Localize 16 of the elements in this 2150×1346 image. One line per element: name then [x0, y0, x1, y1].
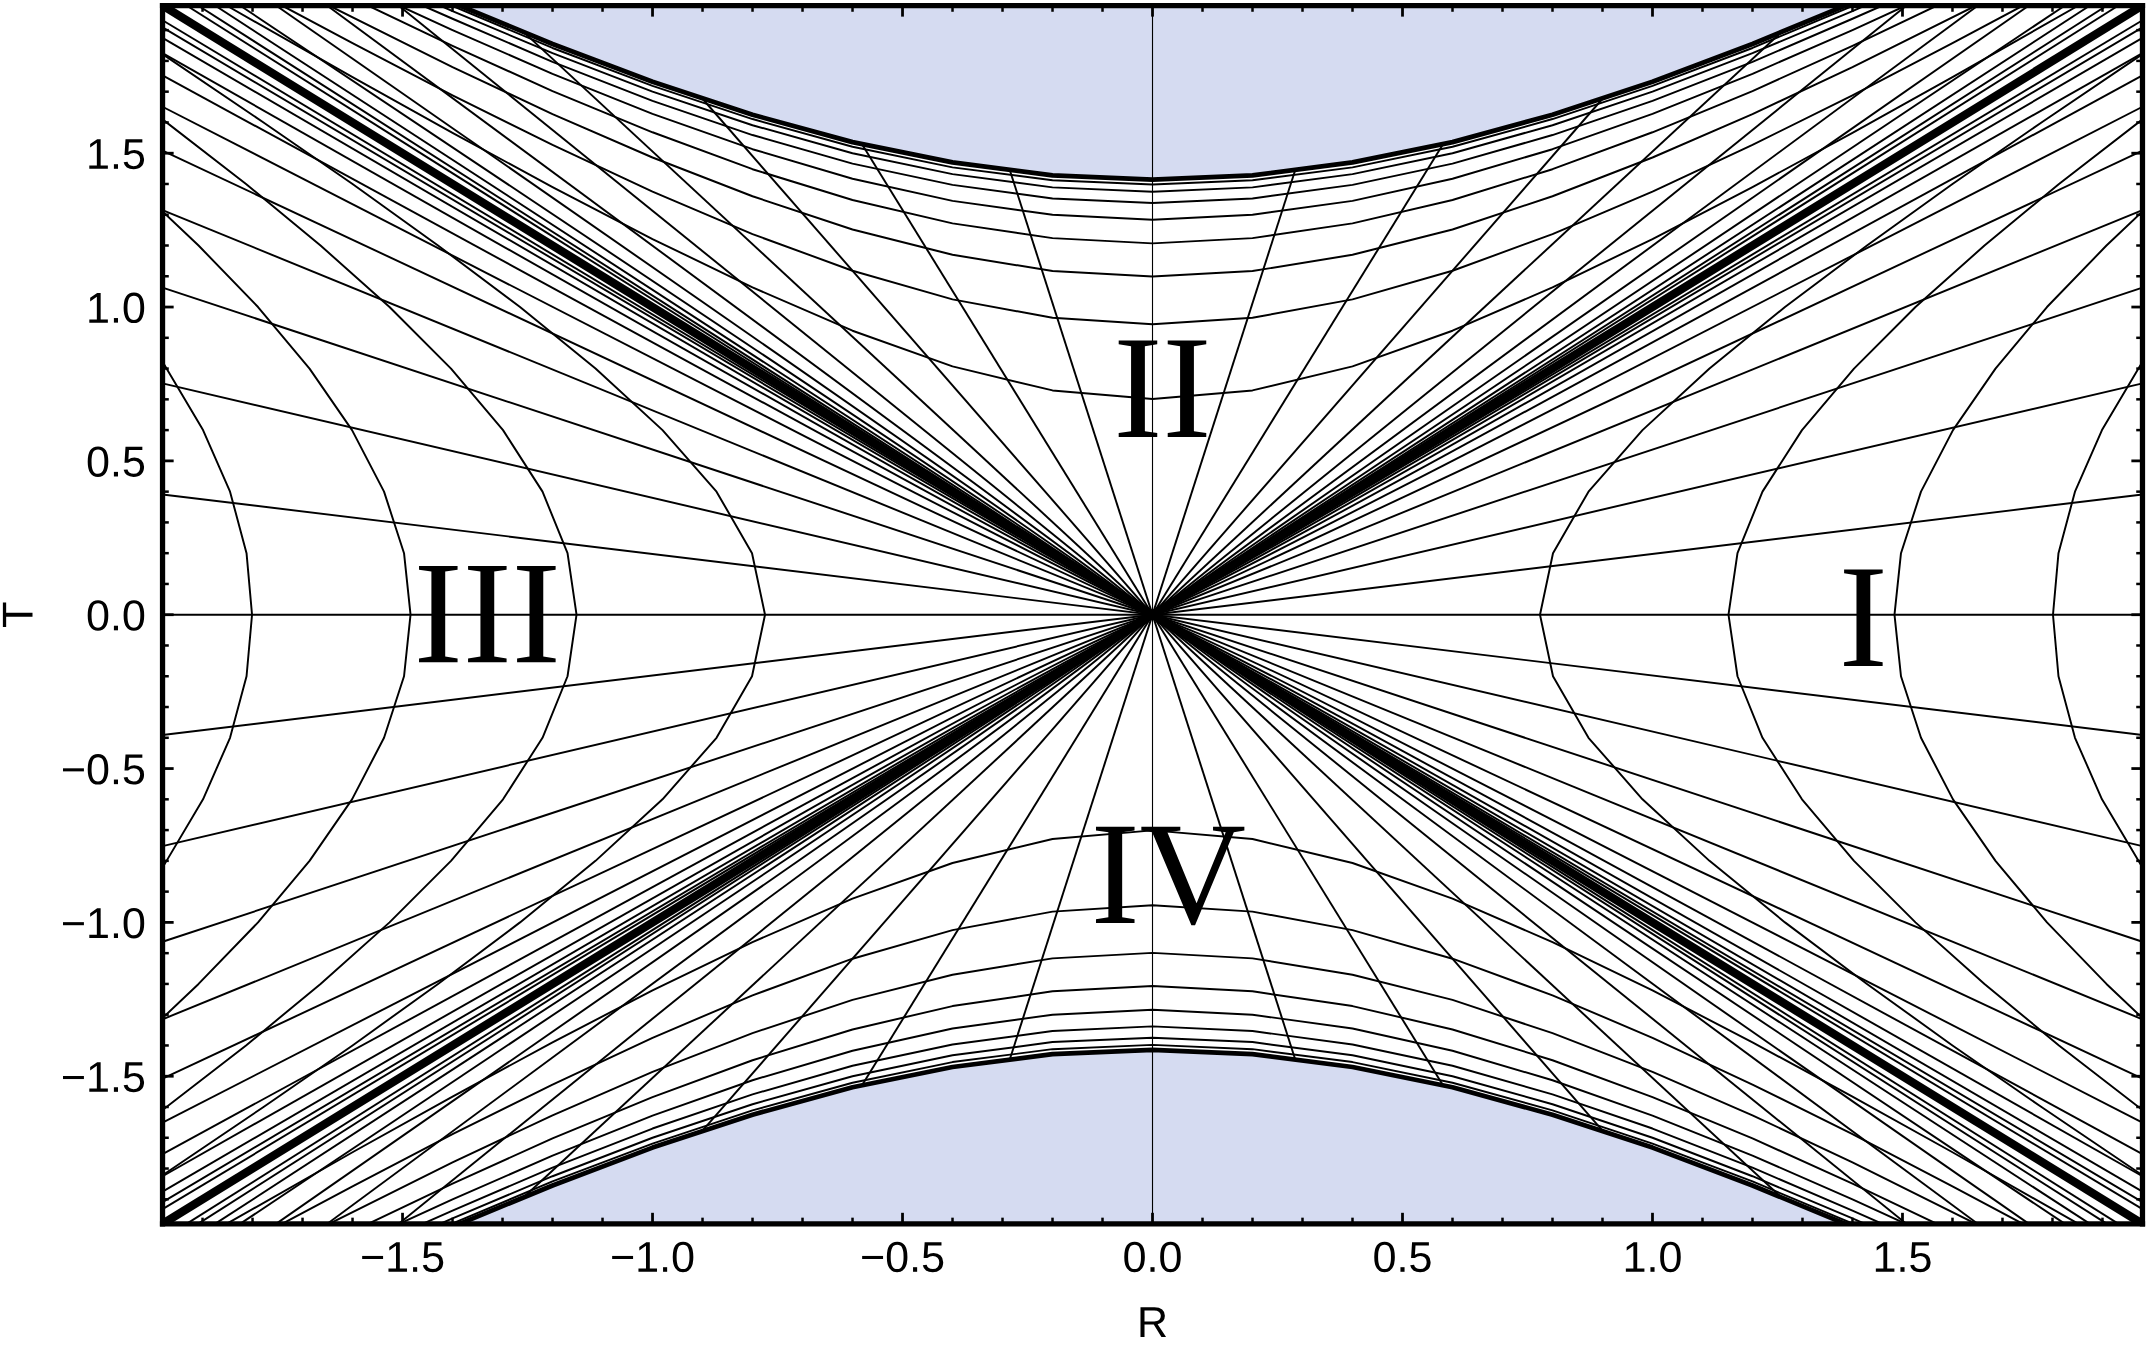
x-axis-title: R — [1140, 1307, 1167, 1337]
x-tick-label: −1.5 — [362, 1242, 444, 1273]
y-tick-label: −1.5 — [63, 1062, 145, 1093]
x-tick-label: 0.5 — [1374, 1241, 1431, 1273]
x-tick-label: −1.0 — [612, 1241, 694, 1273]
y-tick-label: 1.0 — [89, 292, 145, 324]
y-tick-label: −0.5 — [63, 754, 145, 785]
y-tick-label: 0.0 — [87, 600, 145, 631]
y-axis-title: T — [2, 602, 33, 627]
y-tick-label: 0.5 — [87, 446, 145, 477]
x-tick-label: 0.0 — [1124, 1241, 1181, 1273]
x-tick-label: 1.5 — [1875, 1242, 1931, 1273]
y-tick-label: 1.5 — [89, 139, 145, 170]
y-tick-label: −1.0 — [63, 907, 145, 939]
x-tick-label: −0.5 — [862, 1241, 944, 1273]
x-tick-label: 1.0 — [1625, 1241, 1681, 1273]
